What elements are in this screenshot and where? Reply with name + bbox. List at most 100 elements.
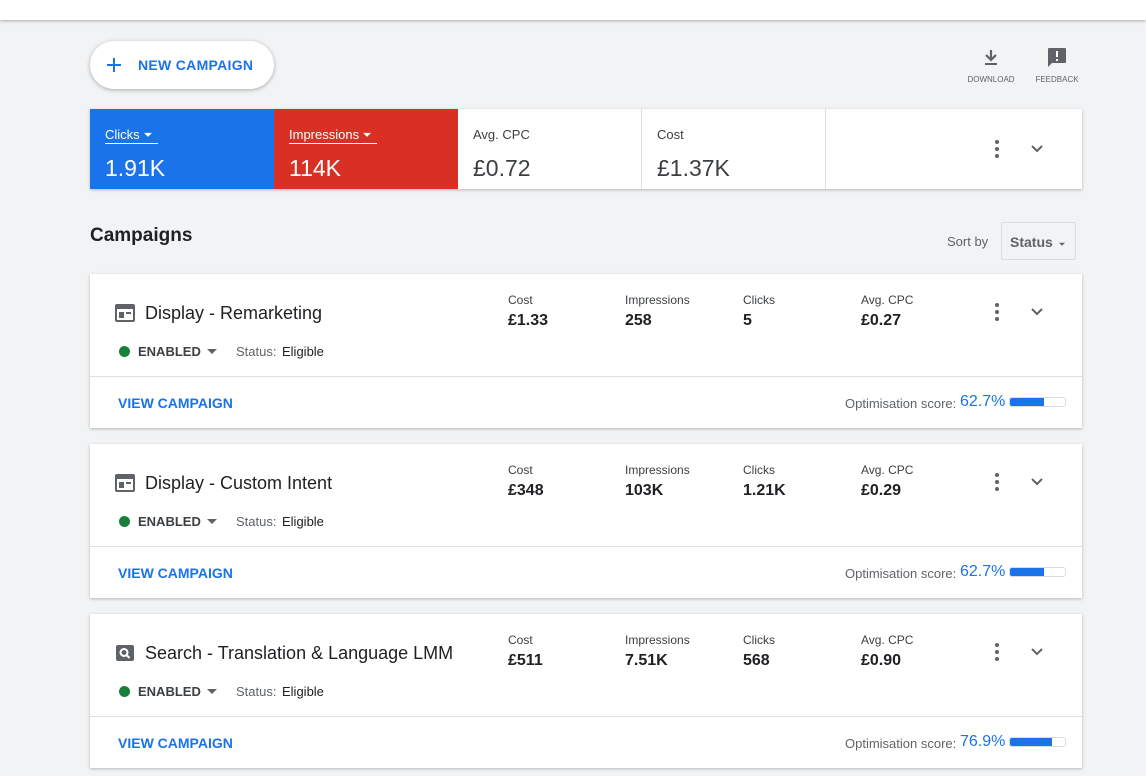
scorecard-caret bbox=[138, 125, 157, 148]
metric-label: Cost bbox=[508, 633, 533, 647]
status-label: Status: bbox=[236, 344, 277, 359]
sort-label: Sort by bbox=[947, 234, 989, 249]
feedback-icon bbox=[1045, 46, 1069, 75]
more-icon[interactable] bbox=[985, 470, 1009, 499]
status-label: Status: bbox=[236, 684, 277, 699]
download-icon bbox=[979, 46, 1003, 75]
download-button[interactable]: DOWNLOAD bbox=[960, 46, 1022, 86]
scorecard-value: £1.37K bbox=[657, 155, 730, 181]
view-campaign-link[interactable]: VIEW CAMPAIGN bbox=[118, 735, 233, 751]
more-icon[interactable] bbox=[985, 640, 1009, 669]
plus-icon bbox=[102, 53, 126, 82]
score-value: 62.7% bbox=[960, 563, 1006, 580]
state-caret[interactable] bbox=[200, 679, 224, 708]
sort-caret bbox=[1055, 237, 1069, 254]
metric-label: Avg. CPC bbox=[861, 293, 914, 307]
metric-value: 5 bbox=[743, 312, 752, 329]
campaign-type-icon bbox=[113, 471, 137, 500]
expand-icon[interactable] bbox=[1025, 470, 1049, 499]
metric-value: 103K bbox=[625, 482, 664, 499]
campaign-state[interactable]: ENABLED bbox=[138, 344, 201, 359]
campaign-card: Display - Remarketing ENABLED Status: Eligi… bbox=[90, 274, 1082, 428]
score-fill bbox=[1010, 568, 1045, 576]
metric-label: Clicks bbox=[743, 293, 775, 307]
campaigns-title: Campaigns bbox=[90, 225, 193, 246]
sort-value: Status bbox=[1010, 234, 1053, 250]
campaign-card: Display - Custom Intent ENABLED Status: Eli… bbox=[90, 444, 1082, 598]
scorecard[interactable]: Cost £1.37K bbox=[642, 109, 826, 189]
feedback-button[interactable]: FEEDBACK bbox=[1027, 46, 1087, 86]
score-track bbox=[1009, 397, 1066, 407]
scorecard-value: 1.91K bbox=[105, 155, 166, 181]
state-caret[interactable] bbox=[200, 509, 224, 538]
score-track bbox=[1009, 737, 1066, 747]
scorecard[interactable]: Avg. CPC £0.72 bbox=[458, 109, 642, 189]
campaign-name: Display - Remarketing bbox=[145, 303, 323, 323]
score-value: 76.9% bbox=[960, 733, 1006, 750]
campaign-type-icon bbox=[113, 641, 137, 670]
metric-value: 258 bbox=[625, 312, 652, 329]
metric-label: Cost bbox=[508, 293, 533, 307]
scorecard[interactable]: Clicks 1.91K bbox=[90, 109, 274, 189]
metric-label: Impressions bbox=[625, 633, 690, 647]
score-fill bbox=[1010, 738, 1053, 746]
score-value: 62.7% bbox=[960, 393, 1006, 410]
new-campaign-label: NEW CAMPAIGN bbox=[138, 57, 254, 73]
campaign-name: Display - Custom Intent bbox=[145, 473, 333, 493]
campaign-name: Search - Translation & Language LMM bbox=[145, 643, 454, 663]
score-label: Optimisation score: bbox=[845, 736, 957, 751]
score-label: Optimisation score: bbox=[845, 566, 957, 581]
view-campaign-link[interactable]: VIEW CAMPAIGN bbox=[118, 565, 233, 581]
scorecard-caret bbox=[357, 125, 376, 148]
more-icon[interactable] bbox=[985, 300, 1009, 329]
sort-dropdown[interactable]: Status bbox=[1001, 222, 1076, 260]
divider bbox=[90, 546, 1082, 547]
metric-value: £0.27 bbox=[861, 312, 902, 329]
status-value: Eligible bbox=[282, 684, 324, 699]
metric-value: 7.51K bbox=[625, 652, 668, 669]
metric-label: Cost bbox=[508, 463, 533, 477]
scorecard[interactable]: Impressions 114K bbox=[274, 109, 458, 189]
metric-label: Impressions bbox=[625, 463, 690, 477]
metric-value: 1.21K bbox=[743, 482, 786, 499]
status-dot bbox=[119, 346, 130, 357]
metric-label: Impressions bbox=[625, 293, 690, 307]
metric-value: 568 bbox=[743, 652, 770, 669]
feedback-label: FEEDBACK bbox=[1035, 75, 1079, 84]
top-bar bbox=[0, 0, 1146, 20]
new-campaign-button[interactable]: NEW CAMPAIGN bbox=[90, 41, 274, 89]
campaign-card: Search - Translation & Language LMM ENABL… bbox=[90, 614, 1082, 768]
scorecard-value: £0.72 bbox=[473, 155, 531, 181]
expand-icon[interactable] bbox=[1025, 640, 1049, 669]
metric-label: Clicks bbox=[743, 463, 775, 477]
status-dot bbox=[119, 686, 130, 697]
campaign-type-icon bbox=[113, 301, 137, 330]
metric-value: £348 bbox=[508, 482, 544, 499]
expand-icon[interactable] bbox=[1025, 137, 1049, 166]
expand-icon[interactable] bbox=[1025, 300, 1049, 329]
status-value: Eligible bbox=[282, 344, 324, 359]
divider bbox=[90, 716, 1082, 717]
scorecard-bar: Clicks 1.91K Impressions 114K Avg. CPC £0.72 C… bbox=[90, 109, 1082, 189]
divider bbox=[90, 376, 1082, 377]
campaign-state[interactable]: ENABLED bbox=[138, 514, 201, 529]
metric-value: £1.33 bbox=[508, 312, 549, 329]
score-track bbox=[1009, 567, 1066, 577]
scorecard-label: Clicks bbox=[105, 127, 158, 144]
status-dot bbox=[119, 516, 130, 527]
state-caret[interactable] bbox=[200, 339, 224, 368]
scorecard-value: 114K bbox=[289, 155, 342, 181]
score-fill bbox=[1010, 398, 1045, 406]
view-campaign-link[interactable]: VIEW CAMPAIGN bbox=[118, 395, 233, 411]
metric-value: £0.90 bbox=[861, 652, 902, 669]
metric-value: £0.29 bbox=[861, 482, 902, 499]
metric-label: Clicks bbox=[743, 633, 775, 647]
status-label: Status: bbox=[236, 514, 277, 529]
scorecard-label: Impressions bbox=[289, 127, 378, 144]
download-label: DOWNLOAD bbox=[967, 75, 1015, 84]
score-label: Optimisation score: bbox=[845, 396, 957, 411]
more-icon[interactable] bbox=[985, 137, 1009, 166]
metric-value: £511 bbox=[508, 652, 543, 669]
campaign-state[interactable]: ENABLED bbox=[138, 684, 201, 699]
